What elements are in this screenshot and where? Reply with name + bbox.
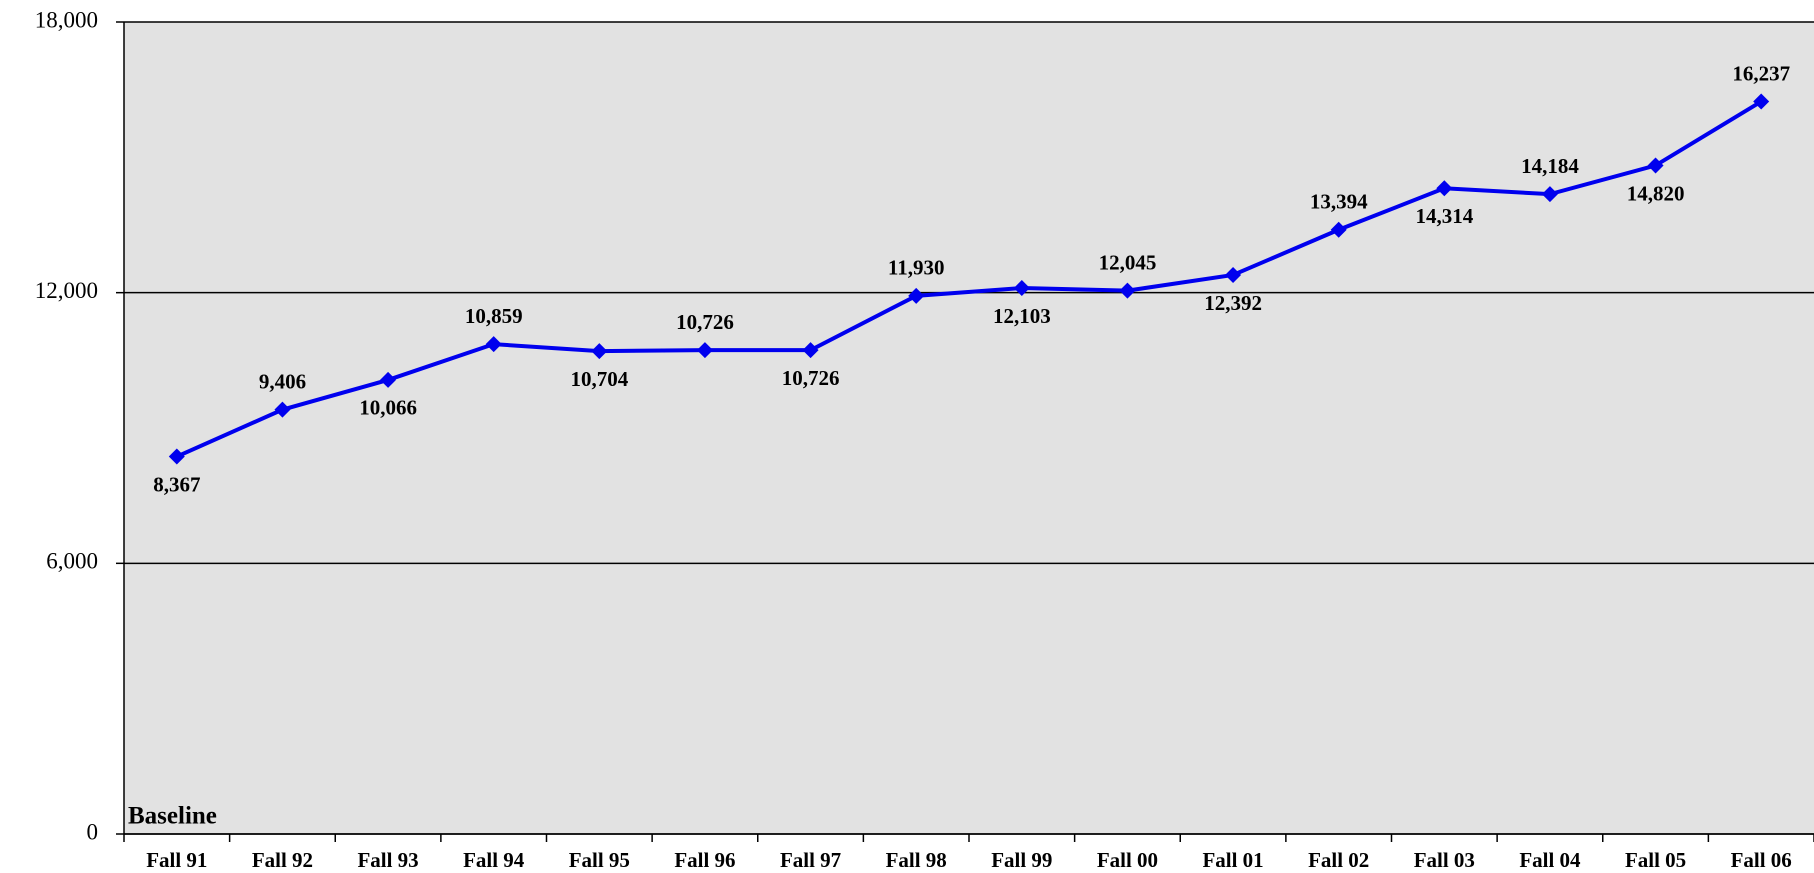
y-tick-label: 6,000: [46, 549, 98, 574]
data-label: 12,392: [1204, 291, 1262, 315]
y-tick-label: 0: [87, 819, 99, 844]
x-tick-label: Fall 04: [1519, 848, 1581, 872]
data-label: 10,066: [359, 396, 417, 420]
x-tick-label: Fall 02: [1308, 848, 1369, 872]
data-point: [274, 401, 291, 418]
data-point: [591, 343, 608, 360]
data-point: [802, 342, 819, 359]
x-tick-label: Fall 00: [1097, 848, 1158, 872]
data-point: [1541, 186, 1558, 203]
x-tick-label: Fall 94: [463, 848, 525, 872]
data-point: [485, 336, 502, 353]
x-tick-label: Fall 96: [674, 848, 735, 872]
data-point: [1330, 221, 1347, 238]
data-label: 9,406: [259, 369, 306, 393]
data-label: 14,184: [1521, 154, 1579, 178]
data-label: 11,930: [888, 256, 945, 280]
plot-area: [124, 22, 1814, 834]
x-tick-label: Fall 95: [569, 848, 630, 872]
x-tick-label: Fall 98: [886, 848, 947, 872]
x-tick-label: Fall 01: [1202, 848, 1263, 872]
data-point: [696, 342, 713, 359]
data-label: 14,314: [1415, 204, 1473, 228]
data-point: [1436, 180, 1453, 197]
annotation: Baseline: [128, 803, 217, 830]
x-tick-label: Fall 03: [1414, 848, 1475, 872]
x-tick-label: Fall 92: [252, 848, 313, 872]
data-point: [380, 371, 397, 388]
y-tick-label: 18,000: [35, 7, 98, 32]
data-label: 10,726: [676, 310, 734, 334]
x-tick-label: Fall 97: [780, 848, 841, 872]
data-label: 12,103: [993, 304, 1051, 328]
x-tick-label: Fall 91: [146, 848, 207, 872]
data-label: 14,820: [1627, 181, 1685, 205]
data-label: 12,045: [1099, 250, 1157, 274]
y-tick-label: 12,000: [35, 278, 98, 303]
data-label: 10,859: [465, 304, 523, 328]
data-label: 8,367: [153, 472, 200, 496]
data-point: [908, 287, 925, 304]
data-point: [1119, 282, 1136, 299]
data-label: 10,726: [782, 366, 840, 390]
x-tick-label: Fall 93: [357, 848, 418, 872]
data-label: 13,394: [1310, 190, 1368, 214]
data-label: 10,704: [570, 367, 628, 391]
x-tick-label: Fall 06: [1731, 848, 1792, 872]
x-tick-label: Fall 05: [1625, 848, 1686, 872]
data-label: 16,237: [1732, 61, 1790, 85]
data-point: [1647, 157, 1664, 174]
data-line: [176, 99, 1763, 459]
data-point: [168, 448, 185, 465]
data-point: [1225, 266, 1242, 283]
x-tick-label: Fall 99: [991, 848, 1052, 872]
data-point: [1753, 93, 1770, 110]
data-point: [1013, 280, 1030, 297]
